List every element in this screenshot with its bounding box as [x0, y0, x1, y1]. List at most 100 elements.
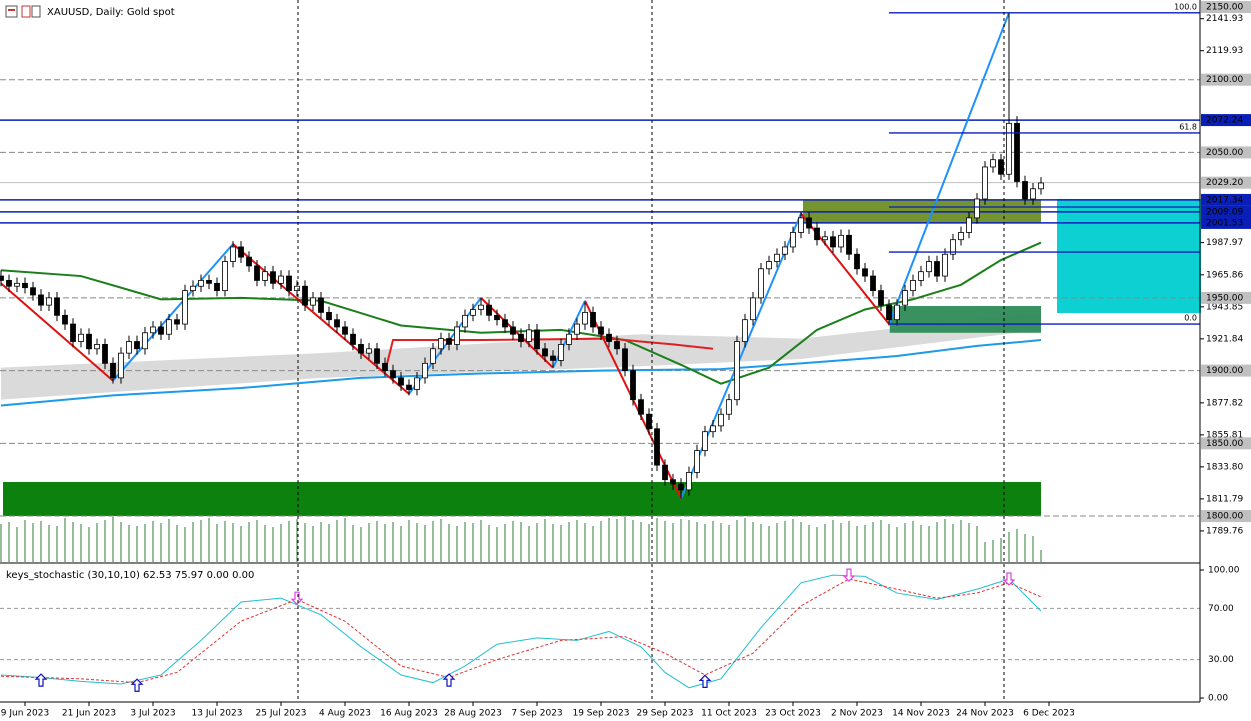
candle-body: [566, 333, 572, 345]
signal-arrow: [290, 591, 304, 606]
candle-body: [182, 290, 188, 325]
candle-body: [646, 413, 652, 430]
x-tick-label: 4 Aug 2023: [319, 709, 371, 719]
signal-arrow: [442, 673, 456, 687]
candle-body: [1006, 122, 1012, 175]
candle-body: [518, 333, 524, 342]
zone: [889, 306, 1041, 333]
candle-body: [678, 483, 684, 491]
candle-body: [1014, 122, 1020, 182]
candle-body: [214, 282, 220, 291]
fib-label: 100.0: [1174, 2, 1197, 11]
x-tick-label: 3 Jul 2023: [130, 709, 175, 719]
candle-body: [622, 348, 628, 371]
price-label: 2001.53: [1206, 218, 1243, 228]
candle-body: [22, 282, 28, 289]
candle-body: [926, 261, 932, 273]
candle-body: [542, 348, 548, 357]
candle-body: [534, 329, 540, 350]
y-tick-label: 100.00: [1208, 566, 1240, 576]
x-tick-label: 7 Sep 2023: [511, 709, 562, 719]
candle-body: [846, 234, 852, 255]
candle-body: [902, 290, 908, 306]
candle-body: [638, 399, 644, 415]
candle-body: [670, 479, 676, 485]
candle-body: [918, 271, 924, 281]
y-tick-label: 30.00: [1208, 655, 1234, 665]
candle-body: [478, 304, 484, 310]
candle-body: [198, 280, 204, 287]
candle-body: [598, 326, 604, 335]
candle-body: [494, 314, 500, 321]
candle-body: [230, 246, 236, 262]
candle-body: [582, 312, 588, 325]
y-tick-label: 70.00: [1208, 604, 1234, 614]
x-tick-label: 2 Nov 2023: [831, 709, 883, 719]
candle-body: [78, 333, 84, 342]
candle-body: [254, 265, 260, 281]
x-tick-label: 25 Jul 2023: [256, 709, 307, 719]
candle-body: [614, 341, 620, 350]
candle-body: [366, 348, 372, 354]
moving-average: [384, 337, 714, 373]
y-tick-label: 1943.85: [1206, 302, 1243, 312]
x-tick-label: 9 Jun 2023: [1, 709, 49, 719]
candle-body: [950, 239, 956, 255]
candle-body: [806, 217, 812, 229]
candle-body: [6, 280, 12, 287]
candle-body: [270, 271, 276, 284]
price-label-box: [1201, 176, 1251, 189]
chart-icons: [5, 5, 41, 18]
x-tick-label: 29 Sep 2023: [636, 709, 693, 719]
zigzag-segment: [0, 282, 114, 382]
y-tick-label: 2141.93: [1206, 14, 1243, 24]
y-tick-label: 1921.84: [1206, 334, 1243, 344]
price-label-box: [1201, 193, 1251, 206]
candle-body: [878, 290, 884, 306]
candle-body: [62, 314, 68, 325]
candle-body: [158, 326, 164, 335]
y-tick-label: 1855.81: [1206, 430, 1243, 440]
candle-body: [886, 304, 892, 321]
signal-arrow: [698, 674, 712, 688]
candle-body: [814, 227, 820, 241]
y-tick-label: 2119.93: [1206, 46, 1243, 56]
candle-body: [438, 338, 444, 350]
x-tick-label: 21 Jun 2023: [62, 709, 116, 719]
x-tick-label: 11 Oct 2023: [701, 709, 757, 719]
candle-body: [798, 217, 804, 233]
candle-body: [742, 319, 748, 342]
x-tick-label: 19 Sep 2023: [572, 709, 629, 719]
moving-average: [0, 339, 1042, 407]
candle-body: [94, 344, 100, 350]
candle-body: [470, 309, 476, 316]
price-label-box: [1201, 510, 1251, 523]
candle-body: [86, 333, 92, 350]
candle-body: [710, 425, 716, 433]
candle-body: [558, 344, 564, 361]
candle-body: [206, 280, 212, 284]
candle-body: [550, 355, 556, 361]
candle-body: [134, 341, 140, 350]
price-label-box: [1201, 73, 1251, 86]
candle-body: [734, 341, 740, 401]
price-label-box: [1201, 364, 1251, 377]
candle-body: [790, 232, 796, 248]
zone: [1057, 198, 1201, 313]
candle-body: [174, 319, 180, 325]
candle-body: [822, 236, 828, 241]
candle-body: [934, 261, 940, 277]
candle-body: [166, 319, 172, 335]
candle-body: [0, 275, 4, 281]
y-tick-label: 1987.97: [1206, 238, 1243, 248]
indicator-title: keys_stochastic (30,10,10) 62.53 75.97 0…: [6, 570, 254, 581]
candle-body: [318, 297, 324, 313]
price-label-box: [1201, 146, 1251, 159]
candle-body: [310, 297, 316, 306]
candle-body: [966, 217, 972, 233]
candle-body: [222, 261, 228, 291]
candle-body: [406, 384, 412, 390]
y-tick-label: 1789.76: [1206, 526, 1243, 536]
candle-body: [446, 338, 452, 345]
candle-body: [150, 326, 156, 334]
